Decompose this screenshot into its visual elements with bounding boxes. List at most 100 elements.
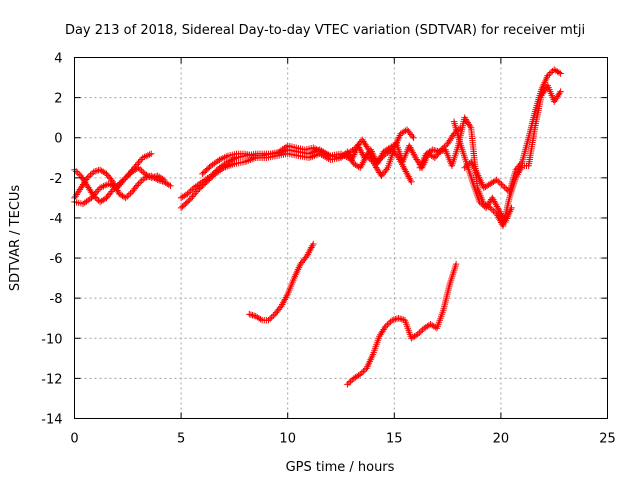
data-point [547, 69, 555, 76]
x-axis-label: GPS time / hours [286, 460, 395, 475]
x-tick-label: 5 [177, 432, 185, 447]
y-tick-label: -10 [41, 332, 62, 347]
data-point [431, 147, 438, 154]
data-point [152, 173, 160, 180]
data-point [183, 199, 190, 206]
data-point [390, 316, 397, 323]
data-point [180, 202, 188, 209]
data-point [410, 134, 417, 141]
data-point [406, 129, 413, 137]
data-point [132, 183, 140, 191]
data-point [125, 191, 133, 199]
data-point [136, 157, 144, 165]
data-point [272, 309, 280, 316]
y-tick-label: -8 [50, 292, 63, 307]
data-point [517, 160, 525, 167]
data-point [85, 173, 93, 180]
data-point [206, 175, 213, 183]
x-tick-label: 20 [493, 432, 510, 447]
data-point [499, 182, 507, 190]
y-tick-label: 2 [54, 92, 62, 107]
data-point [199, 182, 206, 190]
data-point [247, 311, 255, 318]
data-point [197, 183, 205, 191]
data-point [87, 171, 94, 179]
data-point [409, 132, 416, 140]
data-point [516, 161, 523, 169]
data-point [356, 371, 364, 378]
data-point [270, 312, 277, 319]
data-point [274, 307, 281, 315]
data-point [138, 167, 145, 175]
data-point [345, 379, 353, 387]
data-point [407, 131, 415, 138]
data-point [417, 328, 425, 335]
data-point [160, 176, 168, 184]
data-point [120, 193, 128, 201]
data-point [187, 187, 194, 195]
data-point [108, 188, 115, 195]
series-track-6 [199, 126, 417, 180]
data-point [431, 154, 439, 161]
data-point [149, 174, 157, 181]
data-point [379, 153, 386, 160]
data-point [388, 317, 396, 324]
data-point [182, 200, 189, 208]
data-point [194, 186, 202, 194]
data-point [416, 329, 423, 336]
data-point [402, 127, 409, 134]
data-point [177, 204, 185, 212]
data-point [276, 304, 284, 311]
data-point [207, 174, 215, 182]
data-point [104, 193, 111, 200]
chart-title: Day 213 of 2018, Sidereal Day-to-day VTE… [65, 23, 585, 38]
data-point [501, 184, 508, 191]
y-tick-label: -6 [50, 252, 63, 267]
data-point [476, 198, 483, 206]
data-point [512, 166, 520, 174]
data-point [105, 173, 113, 181]
data-point [508, 204, 515, 212]
data-point [377, 155, 385, 162]
data-point [95, 197, 102, 204]
data-point [136, 179, 144, 186]
data-point [344, 381, 351, 388]
data-point [249, 312, 256, 319]
data-point [429, 146, 436, 153]
data-point [432, 147, 440, 154]
series-track-11 [450, 118, 515, 226]
x-tick-label: 25 [599, 432, 616, 447]
data-point [364, 154, 372, 161]
data-point [557, 70, 564, 77]
data-point [435, 148, 443, 155]
data-point [104, 172, 111, 179]
data-point [299, 257, 307, 265]
data-point [92, 168, 99, 175]
data-point [189, 186, 196, 193]
data-point [439, 147, 446, 154]
data-point [200, 181, 208, 188]
data-point [148, 174, 155, 182]
data-point [196, 185, 203, 192]
data-point [128, 188, 136, 196]
data-point [72, 168, 80, 175]
data-point [90, 168, 97, 176]
data-point [202, 167, 209, 175]
data-point [513, 165, 521, 172]
data-point [383, 166, 390, 173]
data-point [124, 193, 131, 200]
y-tick-label: -4 [50, 212, 63, 227]
data-point [515, 163, 522, 170]
data-point [103, 194, 110, 202]
data-point [148, 150, 155, 157]
data-point [396, 315, 404, 322]
data-point [498, 181, 505, 188]
data-point [441, 143, 448, 150]
data-point [179, 203, 186, 210]
data-point [355, 141, 362, 148]
series-track-10 [461, 66, 564, 196]
data-point [405, 128, 412, 135]
data-point [103, 170, 110, 178]
x-tick-label: 0 [70, 432, 78, 447]
